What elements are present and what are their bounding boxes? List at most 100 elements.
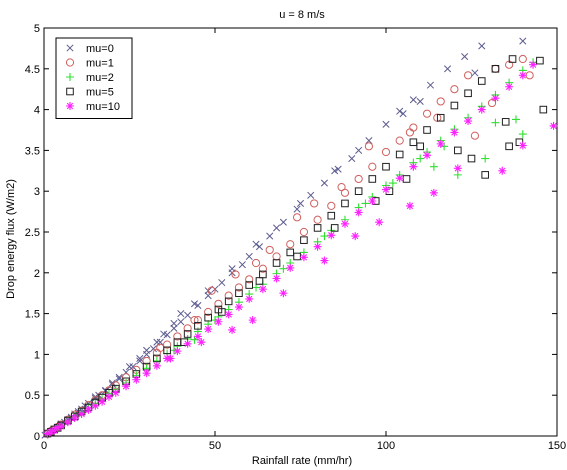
data-point-mu-0	[218, 279, 226, 287]
data-point-mu-2	[491, 118, 500, 127]
legend-label: mu=10	[86, 101, 120, 113]
y-tick-label: 2.5	[25, 227, 40, 239]
data-point-mu-10	[477, 105, 486, 114]
data-point-mu-1	[193, 316, 202, 325]
data-point-mu-10	[354, 208, 363, 217]
data-point-mu-0	[115, 375, 123, 383]
data-point-mu-1	[204, 307, 213, 317]
data-point-mu-5	[501, 118, 510, 126]
data-point-mu-0	[255, 243, 264, 251]
x-tick-label: 50	[209, 440, 221, 452]
y-tick-label: 4	[34, 105, 40, 117]
data-point-mu-10	[505, 82, 514, 91]
data-point-mu-5	[450, 101, 459, 110]
data-point-mu-1	[327, 201, 336, 210]
data-point-mu-10	[63, 418, 72, 427]
data-point-mu-10	[111, 388, 120, 397]
data-point-mu-10	[214, 317, 223, 326]
data-point-mu-10	[43, 429, 52, 438]
data-point-mu-5	[224, 297, 233, 306]
data-point-mu-10	[453, 164, 462, 173]
data-point-mu-1	[450, 85, 459, 94]
y-axis-title: Drop energy flux (W/m2)	[5, 179, 17, 299]
data-point-mu-10	[464, 117, 473, 126]
data-point-mu-0	[170, 319, 178, 327]
data-point-mu-10	[132, 375, 141, 384]
x-tick-label: 100	[377, 440, 395, 452]
data-point-mu-2	[190, 335, 199, 344]
x-tick-label: 150	[548, 440, 566, 452]
data-point-mu-1	[395, 136, 404, 145]
data-point-mu-1	[354, 174, 363, 184]
data-point-mu-10	[166, 354, 175, 363]
y-tick-label: 5	[34, 23, 40, 35]
data-point-mu-1	[265, 245, 274, 255]
data-point-mu-10	[234, 303, 243, 312]
data-point-mu-1	[368, 162, 377, 171]
data-point-mu-10	[193, 332, 202, 341]
data-point-mu-10	[529, 60, 538, 69]
data-point-mu-0	[160, 330, 168, 338]
data-point-mu-1	[258, 264, 267, 273]
data-point-mu-5	[293, 252, 301, 261]
data-point-mu-10	[46, 427, 55, 436]
data-point-mu-5	[163, 346, 171, 355]
data-point-mu-10	[299, 253, 308, 262]
data-point-mu-10	[91, 401, 100, 410]
data-point-mu-10	[50, 426, 59, 435]
data-point-mu-1	[313, 215, 322, 224]
data-point-mu-0	[194, 301, 202, 309]
data-point-mu-1	[364, 142, 373, 151]
x-axis-title: Rainfall rate (mm/hr)	[252, 455, 352, 467]
data-point-mu-2	[481, 154, 490, 163]
data-point-mu-0	[307, 191, 315, 199]
data-point-mu-10	[173, 347, 182, 356]
data-point-mu-10	[197, 338, 206, 347]
data-point-mu-5	[255, 277, 264, 285]
data-point-mu-5	[330, 224, 339, 232]
data-point-mu-10	[320, 256, 329, 265]
data-point-mu-0	[125, 363, 134, 371]
data-point-mu-0	[396, 107, 404, 115]
data-point-mu-1	[381, 147, 391, 157]
data-point-mu-0	[348, 155, 356, 163]
data-point-mu-10	[340, 219, 349, 228]
data-point-mu-5	[218, 308, 226, 316]
data-point-mu-5	[245, 281, 253, 289]
data-point-mu-0	[444, 65, 452, 73]
data-point-mu-5	[235, 289, 243, 297]
data-point-mu-1	[487, 98, 497, 108]
data-point-mu-0	[519, 37, 527, 45]
data-point-mu-0	[177, 318, 185, 326]
data-point-mu-1	[251, 258, 261, 268]
data-point-mu-5	[204, 313, 212, 322]
legend-label: mu=1	[86, 58, 114, 70]
data-point-mu-0	[355, 146, 363, 154]
data-point-mu-5	[505, 142, 513, 151]
data-point-mu-5	[481, 171, 489, 179]
data-point-mu-2	[388, 179, 397, 188]
data-point-mu-1	[183, 324, 192, 333]
y-tick-label: 3.5	[25, 145, 40, 157]
data-point-mu-5	[153, 354, 161, 363]
data-point-mu-10	[272, 274, 281, 283]
data-point-mu-5	[368, 175, 377, 183]
data-point-mu-0	[279, 218, 287, 226]
data-point-mu-10	[245, 294, 254, 303]
data-point-mu-1	[286, 240, 295, 249]
data-point-mu-10	[122, 382, 131, 391]
data-point-mu-0	[136, 357, 144, 365]
plot-area: 0 50 100 150 0 0.5 1 1.5 2 2.5 3 3.5 4 4.5 5 mu=0 mu=1 mu…	[25, 23, 566, 452]
data-point-mu-10	[152, 361, 161, 370]
data-point-mu-0	[143, 346, 151, 354]
data-point-mu-0	[273, 224, 281, 232]
data-point-mu-1	[422, 109, 432, 118]
data-point-mu-10	[77, 409, 86, 418]
data-point-mu-0	[252, 240, 260, 248]
y-tick-label: 3	[34, 186, 40, 198]
data-point-mu-0	[266, 232, 274, 240]
data-point-mu-0	[334, 165, 342, 173]
data-point-mu-5	[382, 162, 390, 171]
data-point-mu-10	[368, 196, 377, 205]
data-point-mu-2	[211, 316, 219, 325]
